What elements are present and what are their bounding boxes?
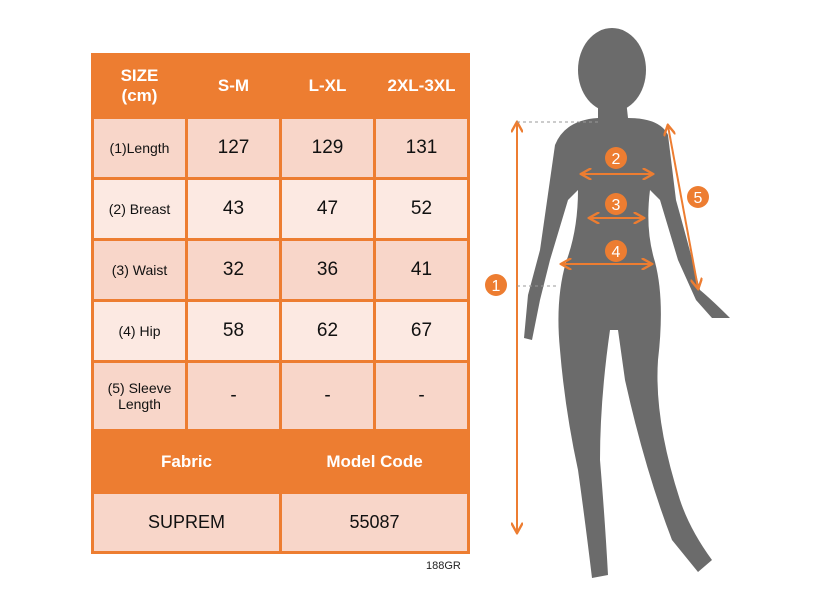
cell: 52	[373, 177, 470, 241]
table-row: (4) Hip 58 62 67	[91, 299, 470, 363]
cell: 127	[185, 116, 282, 180]
cell: 36	[279, 238, 376, 302]
cell: -	[373, 360, 470, 432]
table-row: (3) Waist 32 36 41	[91, 238, 470, 302]
svg-text:4: 4	[612, 244, 621, 261]
marker-3: 3	[605, 193, 627, 215]
table-header-row: SIZE (cm) S-M L-XL 2XL-3XL	[91, 53, 470, 119]
marker-1: 1	[485, 274, 507, 296]
fabric-header: Fabric	[91, 429, 282, 494]
size-2xl-3xl-header: 2XL-3XL	[373, 53, 470, 119]
cell: 67	[373, 299, 470, 363]
cell: 58	[185, 299, 282, 363]
marker-4: 4	[605, 240, 627, 262]
cell: 129	[279, 116, 376, 180]
model-code-value: 55087	[279, 491, 470, 554]
row-label: (2) Breast	[91, 177, 188, 241]
markers: 1 2 3 4 5	[485, 147, 709, 296]
marker-5: 5	[687, 186, 709, 208]
cell: 47	[279, 177, 376, 241]
silhouette	[524, 28, 730, 578]
svg-text:3: 3	[612, 197, 621, 214]
marker-2: 2	[605, 147, 627, 169]
measurement-lines	[517, 123, 698, 532]
footer-value-row: SUPREM 55087	[91, 491, 470, 554]
row-label: (4) Hip	[91, 299, 188, 363]
cell: -	[279, 360, 376, 432]
model-code-header: Model Code	[279, 429, 470, 494]
cell: 62	[279, 299, 376, 363]
cell: 131	[373, 116, 470, 180]
table-row: (1)Length 127 129 131	[91, 116, 470, 180]
sleeve-line	[668, 126, 698, 288]
product-code: 188GR	[426, 560, 461, 572]
table-row: (5) Sleeve Length - - -	[91, 360, 470, 432]
cell: 41	[373, 238, 470, 302]
footer-header-row: Fabric Model Code	[91, 429, 470, 494]
fabric-value: SUPREM	[91, 491, 282, 554]
row-label: (1)Length	[91, 116, 188, 180]
size-l-xl-header: L-XL	[279, 53, 376, 119]
cell: -	[185, 360, 282, 432]
table-row: (2) Breast 43 47 52	[91, 177, 470, 241]
size-header: SIZE (cm)	[91, 53, 188, 119]
svg-text:5: 5	[694, 190, 703, 207]
size-chart-table: SIZE (cm) S-M L-XL 2XL-3XL (1)Length 127 …	[91, 53, 470, 554]
row-label: (3) Waist	[91, 238, 188, 302]
cell: 43	[185, 177, 282, 241]
cell: 32	[185, 238, 282, 302]
svg-text:2: 2	[612, 151, 621, 168]
svg-text:1: 1	[492, 278, 501, 295]
size-s-m-header: S-M	[185, 53, 282, 119]
row-label: (5) Sleeve Length	[91, 360, 188, 432]
